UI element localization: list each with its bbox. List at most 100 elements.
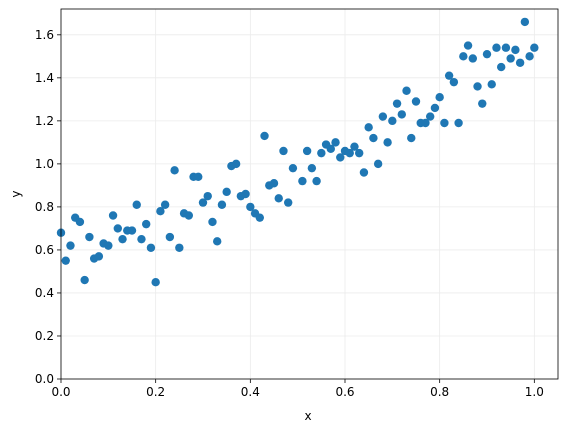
point <box>146 243 156 252</box>
point <box>487 80 496 89</box>
point <box>373 159 383 169</box>
point <box>407 133 416 143</box>
point <box>132 200 141 209</box>
point <box>113 224 123 233</box>
point <box>364 123 373 132</box>
y-tick-label: 1.6 <box>35 28 54 42</box>
point <box>160 200 170 209</box>
point <box>392 99 402 108</box>
point <box>317 148 326 158</box>
y-tick-label: 1.4 <box>35 71 54 85</box>
point <box>298 176 307 186</box>
point <box>459 52 468 61</box>
plot-frame <box>60 8 559 380</box>
point <box>369 133 378 143</box>
point <box>525 52 534 61</box>
point <box>473 82 482 91</box>
point <box>108 211 118 220</box>
point <box>137 234 146 244</box>
point <box>94 252 104 261</box>
point <box>359 168 369 177</box>
y-tick-label: 0.0 <box>35 372 54 386</box>
point <box>515 58 525 67</box>
point <box>492 43 501 52</box>
x-tick-label: 0.6 <box>335 385 354 399</box>
point <box>468 54 477 63</box>
point <box>127 226 137 235</box>
y-tick-label: 1.2 <box>35 114 54 128</box>
point <box>222 187 231 197</box>
point <box>411 97 421 106</box>
point <box>217 200 227 209</box>
point <box>463 41 473 50</box>
point <box>302 146 312 156</box>
y-axis-label: y <box>9 190 23 197</box>
point <box>478 99 487 108</box>
point <box>449 77 459 87</box>
x-tick-label: 0.0 <box>51 385 70 399</box>
point <box>454 118 463 128</box>
point <box>269 179 279 188</box>
y-tick-label: 0.8 <box>35 200 54 214</box>
point <box>501 43 511 52</box>
point <box>378 112 388 121</box>
point <box>184 211 193 220</box>
point <box>175 243 184 252</box>
point <box>350 142 359 151</box>
point <box>397 110 406 119</box>
point <box>142 219 151 229</box>
point <box>198 198 208 207</box>
point <box>383 138 392 147</box>
point <box>288 163 298 173</box>
point <box>506 54 515 63</box>
y-tick-label: 0.2 <box>35 329 54 343</box>
point <box>213 237 222 246</box>
point <box>312 176 321 186</box>
point <box>246 202 255 212</box>
point <box>430 103 440 113</box>
point <box>104 241 113 250</box>
point <box>274 194 283 203</box>
point <box>331 138 340 147</box>
point <box>165 232 175 242</box>
point <box>80 275 89 285</box>
point <box>326 144 335 154</box>
point <box>85 232 94 242</box>
point <box>66 241 75 250</box>
point <box>497 62 506 72</box>
point <box>336 153 345 162</box>
point <box>279 146 288 156</box>
point <box>345 148 354 158</box>
point <box>440 118 449 128</box>
y-tick-label: 1.0 <box>35 157 54 171</box>
point <box>61 256 70 265</box>
x-tick-label: 0.8 <box>430 385 449 399</box>
point <box>203 191 212 201</box>
point <box>426 112 435 121</box>
point <box>156 207 165 216</box>
point <box>194 172 203 181</box>
x-tick-label: 1.0 <box>525 385 544 399</box>
point <box>255 213 264 222</box>
point <box>388 116 397 126</box>
point <box>355 148 364 158</box>
point <box>260 131 269 141</box>
x-tick-label: 0.4 <box>241 385 260 399</box>
point <box>170 166 179 175</box>
x-axis-label: x <box>304 409 311 423</box>
point <box>75 217 85 227</box>
point <box>118 234 127 244</box>
point <box>520 17 530 27</box>
point <box>402 86 411 95</box>
point <box>241 189 250 199</box>
point <box>511 45 520 55</box>
point <box>231 159 241 169</box>
point <box>208 217 217 227</box>
point <box>435 92 444 102</box>
point <box>421 118 430 128</box>
x-tick-label: 0.2 <box>146 385 165 399</box>
point <box>284 198 293 207</box>
point <box>444 71 454 80</box>
